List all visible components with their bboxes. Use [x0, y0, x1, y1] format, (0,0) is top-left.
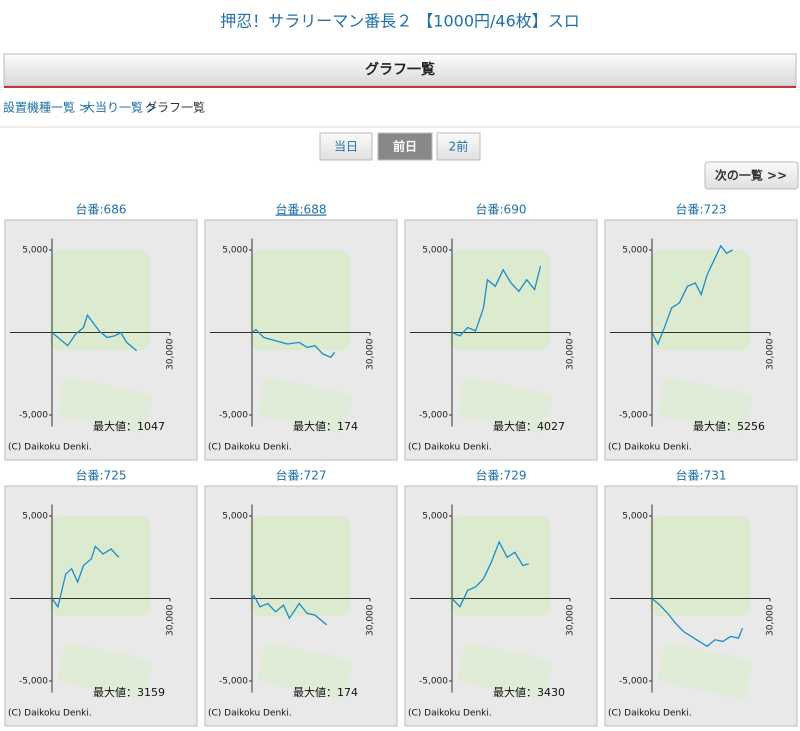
deco [50, 516, 150, 616]
max-value: 最大値：174 [293, 419, 358, 433]
y-tick-label: -5,000 [419, 411, 448, 421]
breadcrumb-link[interactable]: 設置機種一覧 > [3, 100, 89, 115]
y-tick-label: 5,000 [222, 246, 248, 256]
header-title: グラフ一覧 [365, 61, 435, 78]
x-tick-label: 30,000 [366, 604, 376, 636]
x-tick-label: 30,000 [766, 338, 776, 370]
y-tick-label: -5,000 [19, 411, 48, 421]
page-title: 押忍！サラリーマン番長２ 【1000円/46枚】スロ [220, 12, 580, 31]
graph-card: 5,000 -5,000 30,000 最大値：174(C) Daikoku Denk… [204, 485, 398, 727]
y-tick-label: -5,000 [619, 411, 648, 421]
deco [57, 377, 153, 433]
graph-card: 5,000 -5,000 30,000 最大値：174(C) Daikoku Denk… [204, 219, 398, 461]
header-rule [4, 86, 796, 88]
machine-link[interactable]: 台番:727 [276, 468, 327, 483]
copyright: (C) Daikoku Denki. [408, 443, 492, 453]
tab-label[interactable]: 前日 [393, 139, 417, 154]
deco [257, 643, 353, 699]
x-tick-label: 30,000 [366, 338, 376, 370]
deco [50, 250, 150, 350]
y-tick-label: -5,000 [19, 677, 48, 687]
y-tick-label: 5,000 [422, 512, 448, 522]
deco [450, 250, 550, 350]
data-line [51, 313, 138, 352]
next-button-label[interactable]: 次の一覧 >> [715, 168, 787, 183]
max-value: 最大値：1047 [93, 419, 165, 433]
machine-link[interactable]: 台番:725 [76, 468, 127, 483]
deco [650, 250, 750, 350]
x-tick-label: 30,000 [566, 338, 576, 370]
x-tick-label: 30,000 [166, 604, 176, 636]
copyright: (C) Daikoku Denki. [8, 709, 92, 719]
deco [250, 250, 350, 350]
copyright: (C) Daikoku Denki. [608, 709, 692, 719]
data-line [51, 545, 120, 609]
graph-card: 5,000 -5,000 30,000 最大値：3430(C) Daikoku Den… [404, 485, 598, 727]
copyright: (C) Daikoku Denki. [408, 709, 492, 719]
machine-link[interactable]: 台番:686 [76, 202, 127, 217]
y-tick-label: -5,000 [219, 411, 248, 421]
machine-link[interactable]: 台番:729 [476, 468, 527, 483]
y-tick-label: 5,000 [222, 512, 248, 522]
graph-card: 5,000 -5,000 30,000 最大値：5256(C) Daikoku Den… [604, 219, 798, 461]
max-value: 最大値：3159 [93, 685, 165, 699]
deco [250, 516, 350, 616]
copyright: (C) Daikoku Denki. [208, 709, 292, 719]
deco [457, 377, 553, 433]
x-tick-label: 30,000 [766, 604, 776, 636]
graph-card: 5,000 -5,000 30,000 最大値：4027(C) Daikoku Den… [404, 219, 598, 461]
max-value: 最大値：4027 [493, 419, 565, 433]
data-line [651, 598, 744, 648]
tab-label[interactable]: 2前 [449, 139, 469, 154]
y-tick-label: 5,000 [422, 246, 448, 256]
tab[interactable] [319, 132, 373, 161]
deco [450, 516, 550, 616]
machine-link[interactable]: 台番:688 [276, 202, 327, 217]
y-tick-label: 5,000 [22, 512, 48, 522]
deco [657, 377, 753, 433]
deco [457, 643, 553, 699]
data-line [251, 328, 336, 359]
max-value: 最大値：5256 [693, 419, 765, 433]
copyright: (C) Daikoku Denki. [608, 443, 692, 453]
y-tick-label: -5,000 [419, 677, 448, 687]
breadcrumb-link[interactable]: 大当り一覧 > [83, 101, 157, 115]
deco [257, 377, 353, 433]
copyright: (C) Daikoku Denki. [208, 443, 292, 453]
graph-card: 5,000 -5,000 30,000 (C) Daikoku Denki. [604, 485, 798, 727]
machine-link[interactable]: 台番:723 [676, 202, 727, 217]
header-bar [3, 53, 797, 87]
max-value: 最大値：3430 [493, 685, 565, 699]
tabs: 当日 前日 2前 [319, 132, 481, 161]
data-line [451, 540, 529, 608]
deco [57, 643, 153, 699]
tab[interactable] [377, 132, 433, 161]
deco [650, 516, 750, 616]
deco [657, 643, 753, 699]
machine-link[interactable]: 台番:731 [676, 468, 727, 483]
data-line [251, 594, 328, 626]
graph-card: 5,000 -5,000 30,000 最大値：3159(C) Daikoku Den… [4, 485, 198, 727]
y-tick-label: 5,000 [622, 512, 648, 522]
breadcrumb-current: グラフ一覧 [145, 101, 205, 115]
machine-link[interactable]: 台番:690 [476, 202, 527, 217]
copyright: (C) Daikoku Denki. [8, 443, 92, 453]
tab-label[interactable]: 当日 [334, 140, 358, 154]
max-value: 最大値：174 [293, 685, 358, 699]
graph-card: 5,000 -5,000 30,000 最大値：1047(C) Daikoku Den… [4, 219, 198, 461]
next-button[interactable] [704, 161, 799, 190]
y-tick-label: 5,000 [22, 246, 48, 256]
y-tick-label: -5,000 [619, 677, 648, 687]
y-tick-label: -5,000 [219, 677, 248, 687]
data-line [651, 244, 733, 346]
x-tick-label: 30,000 [166, 338, 176, 370]
data-line [451, 265, 542, 337]
y-tick-label: 5,000 [622, 246, 648, 256]
tab[interactable] [436, 132, 481, 161]
x-tick-label: 30,000 [566, 604, 576, 636]
